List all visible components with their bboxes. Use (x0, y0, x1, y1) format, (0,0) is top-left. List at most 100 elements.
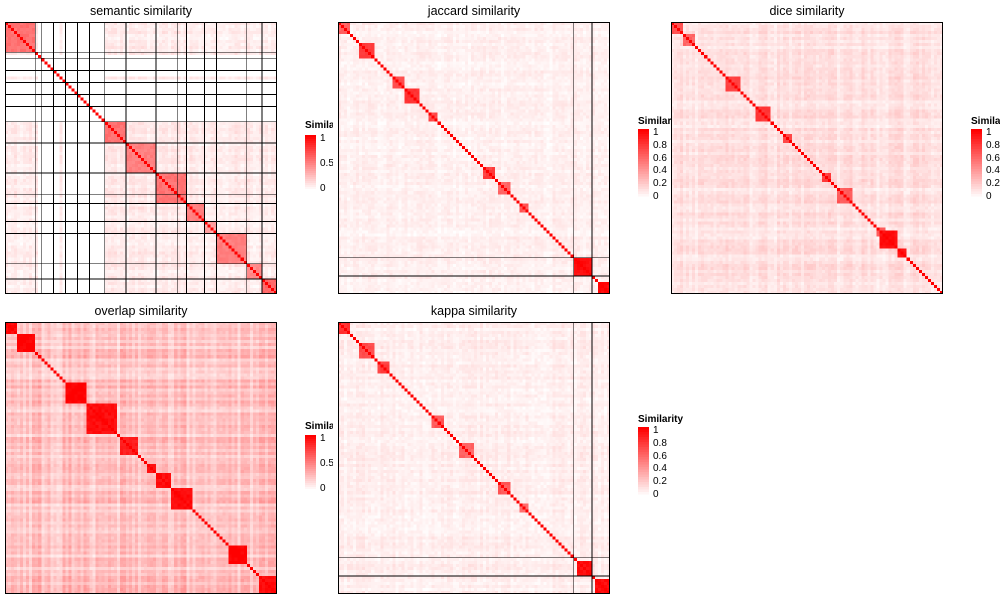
heatmap-cell (104, 34, 108, 38)
heatmap-cell (131, 170, 136, 174)
heatmap-cell (255, 52, 260, 56)
heatmap-cell (267, 91, 272, 95)
heatmap-cell (71, 91, 75, 95)
heatmap-cell (11, 130, 15, 135)
heatmap-cell (59, 46, 63, 50)
heatmap-cell (219, 34, 223, 38)
heatmap-cell (174, 118, 178, 122)
heatmap-cell (201, 115, 205, 119)
heatmap-cell (177, 97, 181, 101)
heatmap-cell (68, 142, 72, 147)
heatmap-cell (141, 173, 145, 177)
heatmap-cell (246, 82, 250, 86)
heatmap-cell (134, 31, 139, 35)
heatmap-cell (116, 179, 121, 183)
heatmap-cell (53, 55, 57, 59)
heatmap-cell (252, 112, 257, 116)
heatmap-cell (249, 61, 254, 65)
heatmap-cell (210, 43, 214, 47)
heatmap-cell (29, 167, 33, 171)
heatmap-cell (231, 151, 235, 156)
heatmap-cell (107, 148, 111, 153)
heatmap-cell (261, 158, 266, 162)
heatmap-cell (189, 52, 193, 56)
heatmap-cell (234, 167, 238, 171)
heatmap-cell (252, 173, 257, 177)
heatmap-cell (195, 40, 199, 44)
heatmap-cell (216, 34, 220, 38)
heatmap-cell (47, 88, 51, 92)
heatmap-cell (258, 112, 263, 116)
heatmap-cell (137, 106, 142, 110)
heatmap-cell (110, 106, 114, 110)
heatmap-cell (177, 49, 181, 53)
heatmap-cell (255, 185, 260, 189)
heatmap-cell (101, 124, 105, 128)
heatmap-cell (273, 182, 277, 186)
heatmap-cell (165, 88, 169, 92)
heatmap-cell (23, 136, 27, 141)
heatmap-cell (53, 115, 57, 119)
heatmap-cell (107, 49, 111, 53)
heatmap-cell (98, 67, 102, 71)
heatmap-cell (125, 176, 130, 180)
heatmap-cell (17, 154, 21, 159)
heatmap-cell (134, 91, 139, 95)
heatmap-cell (83, 37, 87, 41)
heatmap-cell (171, 115, 175, 119)
heatmap-cell (216, 106, 220, 110)
heatmap-cell (62, 76, 66, 80)
heatmap-cell (273, 100, 277, 104)
heatmap-cell (222, 103, 226, 107)
heatmap-cell (150, 158, 154, 162)
heatmap-cell (38, 136, 42, 141)
heatmap-cell (65, 151, 69, 156)
heatmap-cell (270, 142, 275, 147)
heatmap-cell (189, 148, 193, 153)
heatmap-cell (192, 46, 196, 50)
heatmap-cell (131, 139, 136, 144)
heatmap-cell (198, 94, 202, 98)
heatmap-cell (192, 179, 196, 183)
heatmap-cell (225, 154, 229, 159)
heatmap-cell (258, 133, 263, 138)
heatmap-cell (183, 40, 187, 44)
heatmap-cell (255, 109, 260, 113)
heatmap-cell (122, 142, 127, 147)
heatmap-cell (150, 70, 154, 74)
heatmap-cell (137, 188, 142, 192)
heatmap-cell (168, 151, 172, 156)
heatmap-cell (180, 79, 184, 83)
heatmap-cell (141, 139, 145, 144)
heatmap-cell (47, 31, 51, 35)
heatmap-cell (107, 58, 111, 62)
heatmap-cell (162, 139, 166, 144)
heatmap-cell (189, 22, 193, 26)
heatmap-cell (23, 158, 27, 162)
heatmap-cell (74, 58, 78, 62)
heatmap-cell (80, 79, 84, 83)
heatmap-cell (207, 55, 211, 59)
heatmap-cell (171, 127, 175, 131)
heatmap-cell (228, 161, 232, 165)
heatmap-cell (110, 142, 114, 147)
heatmap-cell (77, 73, 81, 77)
heatmap-cell (180, 34, 184, 38)
heatmap-cell (134, 167, 139, 171)
heatmap-cell (267, 130, 272, 135)
heatmap-cell (14, 61, 18, 65)
heatmap-cell (204, 124, 208, 128)
heatmap-cell (252, 176, 257, 180)
heatmap-cell (38, 167, 42, 171)
heatmap-cell (156, 91, 160, 95)
heatmap-cell (32, 188, 36, 192)
heatmap-cell (23, 161, 27, 165)
heatmap-cell (131, 37, 136, 41)
heatmap-cell (29, 79, 33, 83)
heatmap-cell (261, 121, 266, 125)
heatmap-cell (264, 127, 269, 131)
heatmap-cell (210, 139, 214, 144)
heatmap-cell (219, 88, 223, 92)
heatmap-cell (171, 25, 175, 29)
heatmap-cell (104, 158, 108, 162)
